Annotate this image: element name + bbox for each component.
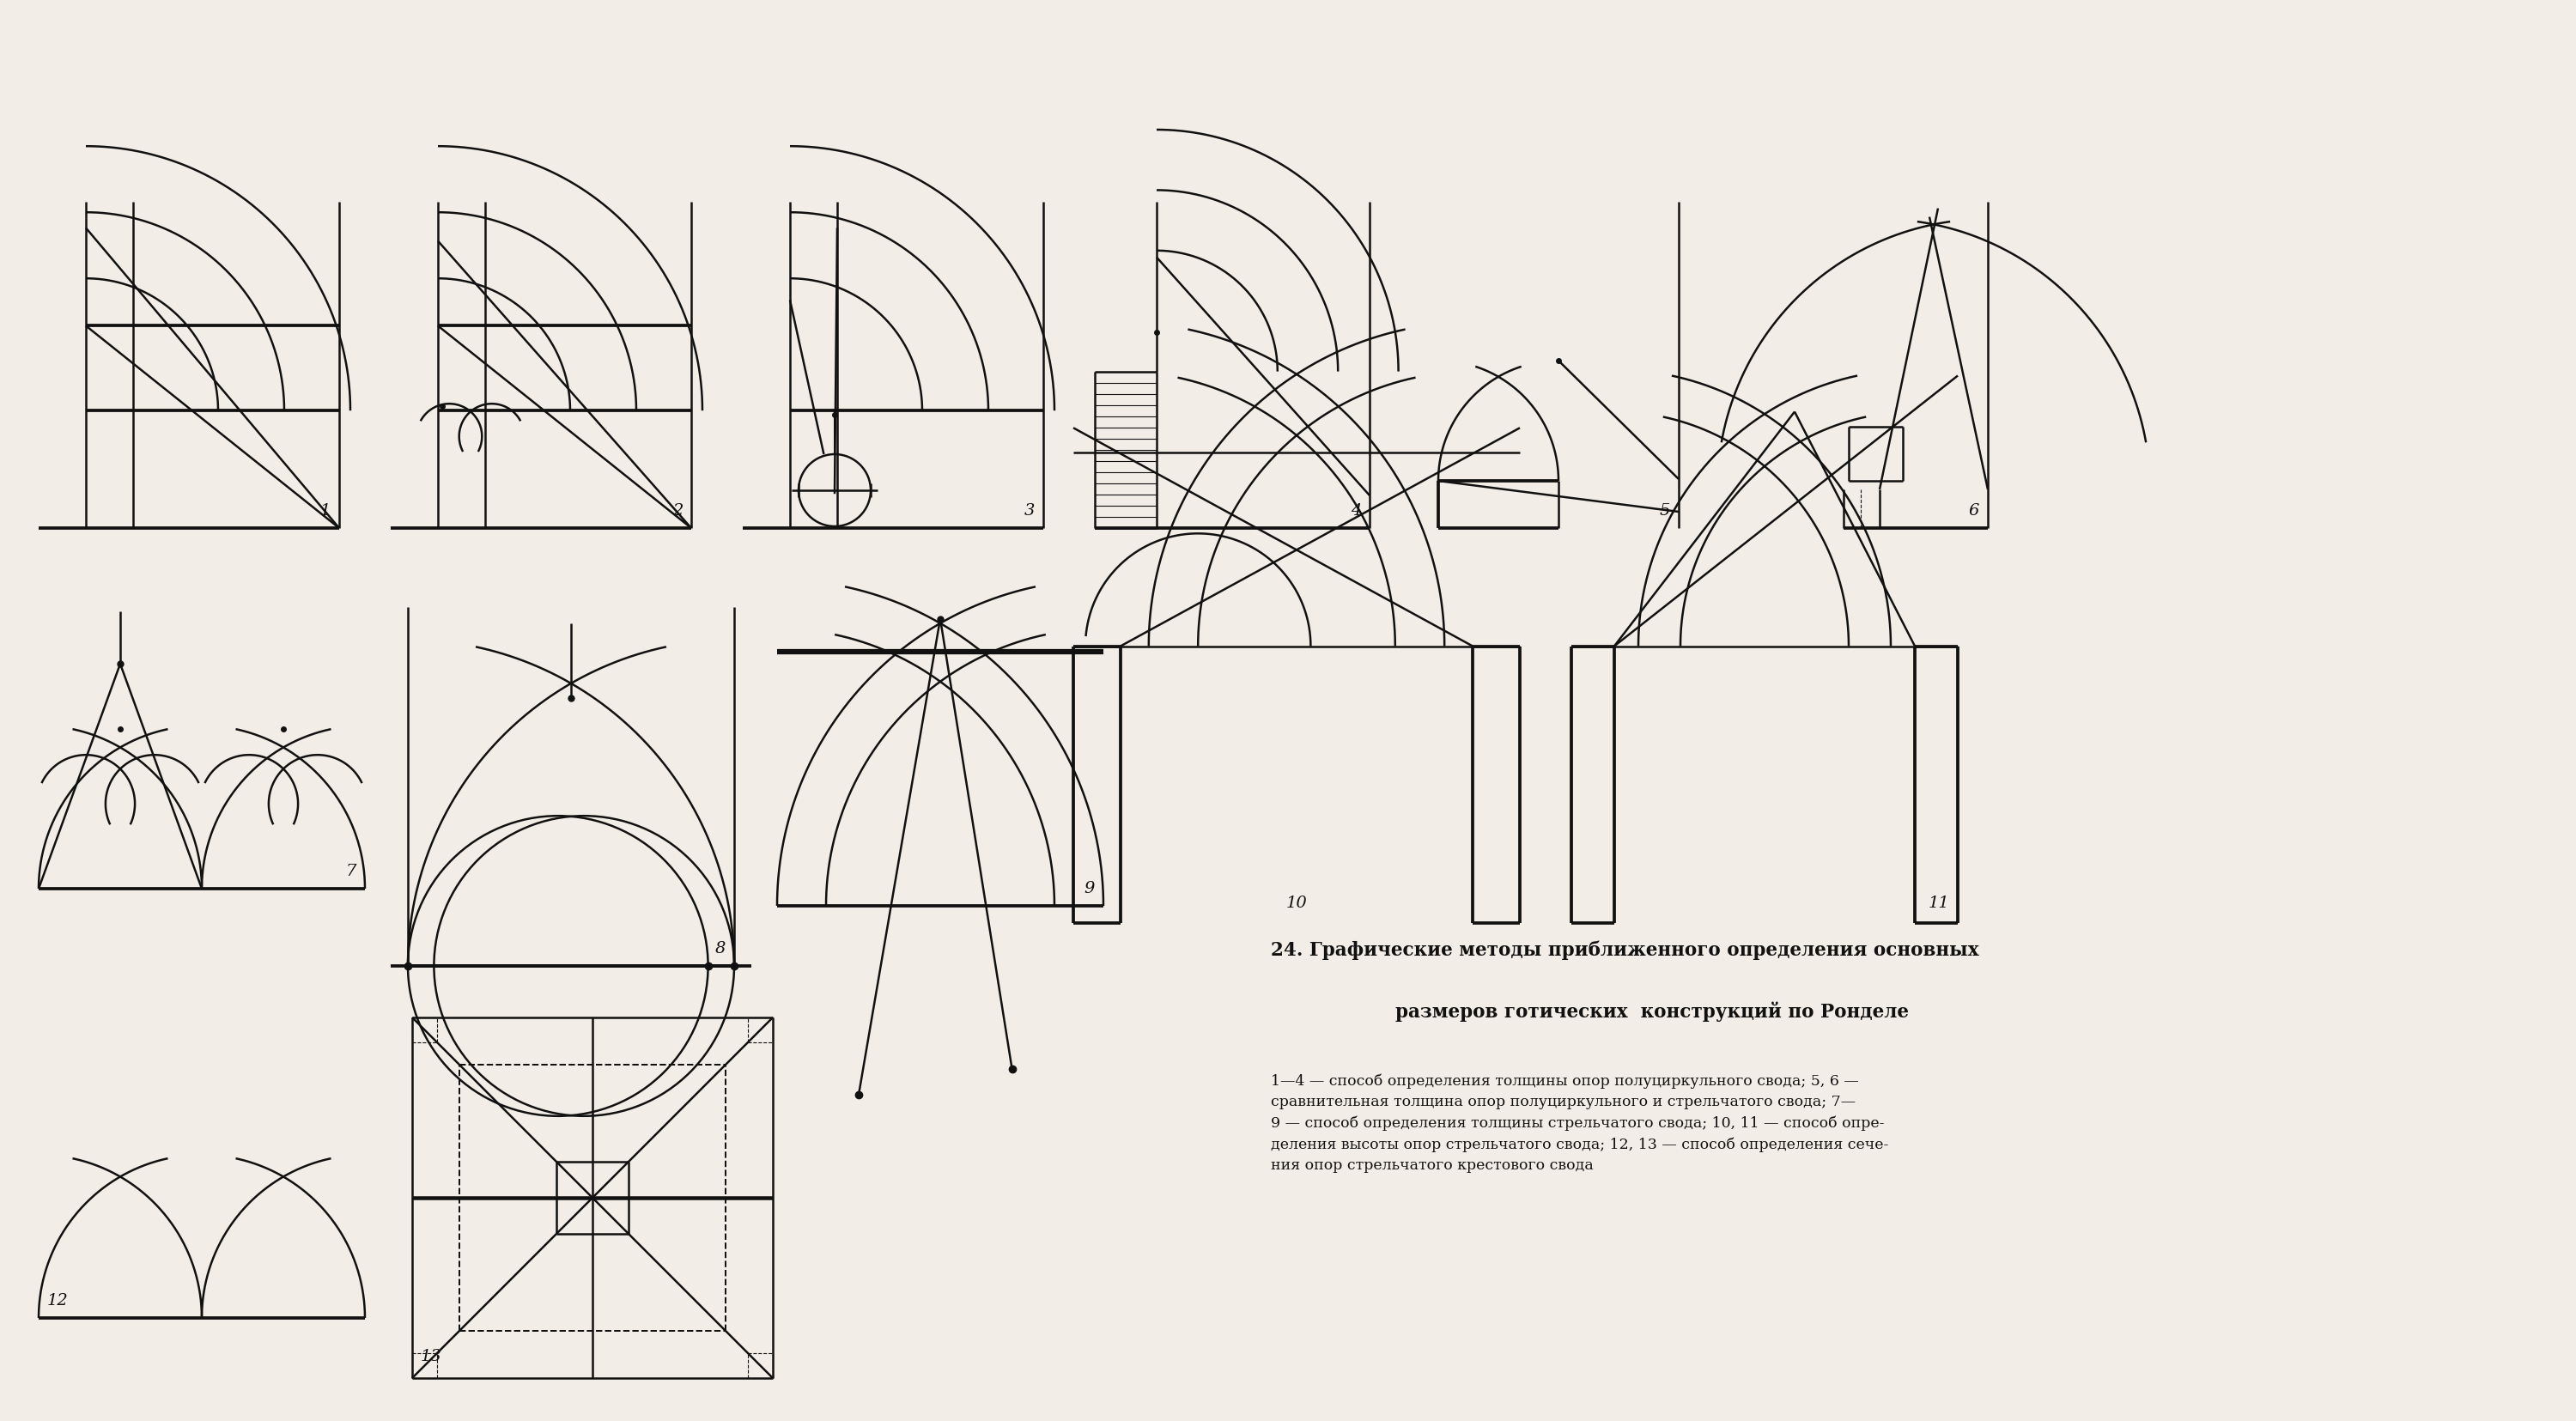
Text: 7: 7 bbox=[345, 864, 355, 880]
Text: 10: 10 bbox=[1285, 895, 1306, 911]
Text: 13: 13 bbox=[420, 1349, 443, 1364]
Text: 1: 1 bbox=[319, 503, 330, 519]
Text: 2: 2 bbox=[672, 503, 683, 519]
Text: 6: 6 bbox=[1968, 503, 1978, 519]
Text: размеров готических  конструкций по Ронделе: размеров готических конструкций по Ронде… bbox=[1396, 1002, 1909, 1022]
Text: 11: 11 bbox=[1927, 895, 1950, 911]
Text: 9: 9 bbox=[1084, 881, 1095, 897]
Text: 5: 5 bbox=[1659, 503, 1669, 519]
Text: 3: 3 bbox=[1025, 503, 1036, 519]
Text: 8: 8 bbox=[716, 941, 726, 956]
Text: 1—4 — способ определения толщины опор полуциркульного свода; 5, 6 —
сравнительна: 1—4 — способ определения толщины опор по… bbox=[1270, 1073, 1888, 1172]
Text: 24. Графические методы приближенного определения основных: 24. Графические методы приближенного опр… bbox=[1270, 941, 1978, 959]
Text: 4: 4 bbox=[1350, 503, 1360, 519]
Text: 12: 12 bbox=[46, 1293, 70, 1309]
